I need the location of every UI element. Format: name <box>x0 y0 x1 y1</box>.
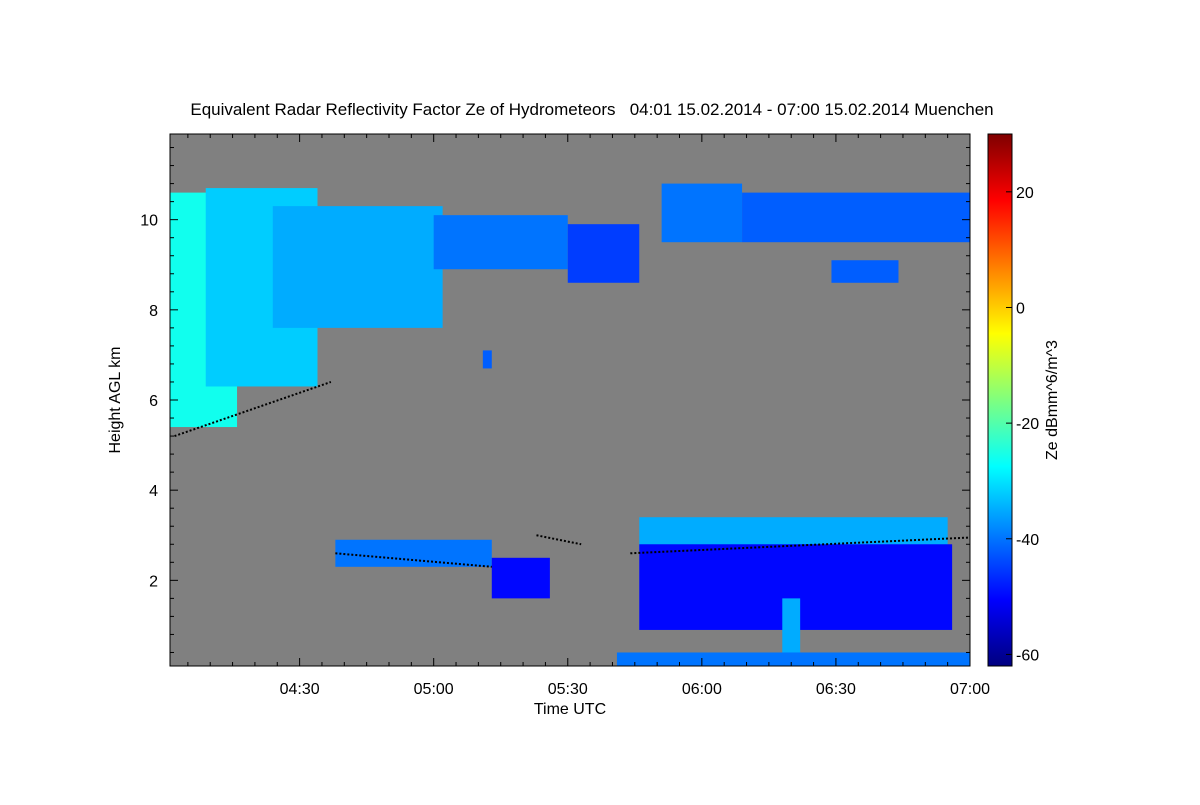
colorbar-tick-label: 0 <box>1016 300 1025 317</box>
y-axis-label: Height AGL km <box>107 346 124 453</box>
melting-layer-segment <box>536 534 582 546</box>
reflectivity-region <box>742 192 970 243</box>
reflectivity-region <box>661 183 743 243</box>
reflectivity-region <box>782 598 801 662</box>
melting-layer-segment <box>630 536 970 555</box>
colorbar <box>987 133 1013 667</box>
reflectivity-region <box>482 350 492 369</box>
x-tick-label: 07:00 <box>950 681 990 698</box>
reflectivity-region <box>335 539 492 567</box>
chart-title: Equivalent Radar Reflectivity Factor Ze … <box>190 100 993 119</box>
x-tick-label: 06:30 <box>816 681 856 698</box>
reflectivity-region <box>491 557 550 599</box>
x-tick-label: 06:00 <box>682 681 722 698</box>
reflectivity-region <box>433 215 568 270</box>
reflectivity-regions <box>170 183 970 666</box>
colorbar-tick-label: -20 <box>1016 416 1039 433</box>
colorbar-tick-label: -60 <box>1016 647 1039 664</box>
colorbar-ticks: -60 -40 -20 0 20 <box>1006 185 1039 664</box>
y-tick-label: 6 <box>149 393 158 410</box>
y-tick-label: 4 <box>149 483 158 500</box>
reflectivity-region <box>272 206 443 328</box>
reflectivity-region <box>639 517 948 549</box>
y-tick-label: 10 <box>140 213 158 230</box>
melting-layer-lines <box>174 381 970 568</box>
melting-layer-segment <box>174 381 332 438</box>
colorbar-label: Ze dBmm^6/m^3 <box>1044 340 1061 460</box>
colorbar-tick-label: 20 <box>1016 185 1034 202</box>
reflectivity-region <box>567 224 640 283</box>
x-tick-label: 05:30 <box>548 681 588 698</box>
y-tick-label: 2 <box>149 573 158 590</box>
reflectivity-region <box>831 260 899 283</box>
reflectivity-region <box>616 652 970 666</box>
colorbar-tick-label: -40 <box>1016 532 1039 549</box>
x-axis-label: Time UTC <box>534 701 606 718</box>
y-tick-label: 8 <box>149 303 158 320</box>
x-tick-label: 04:30 <box>280 681 320 698</box>
y-axis-ticks: 2 4 6 8 10 <box>140 147 970 653</box>
x-axis-ticks: 04:30 05:00 05:30 06:00 06:30 07:00 <box>187 134 990 698</box>
x-tick-label: 05:00 <box>414 681 454 698</box>
